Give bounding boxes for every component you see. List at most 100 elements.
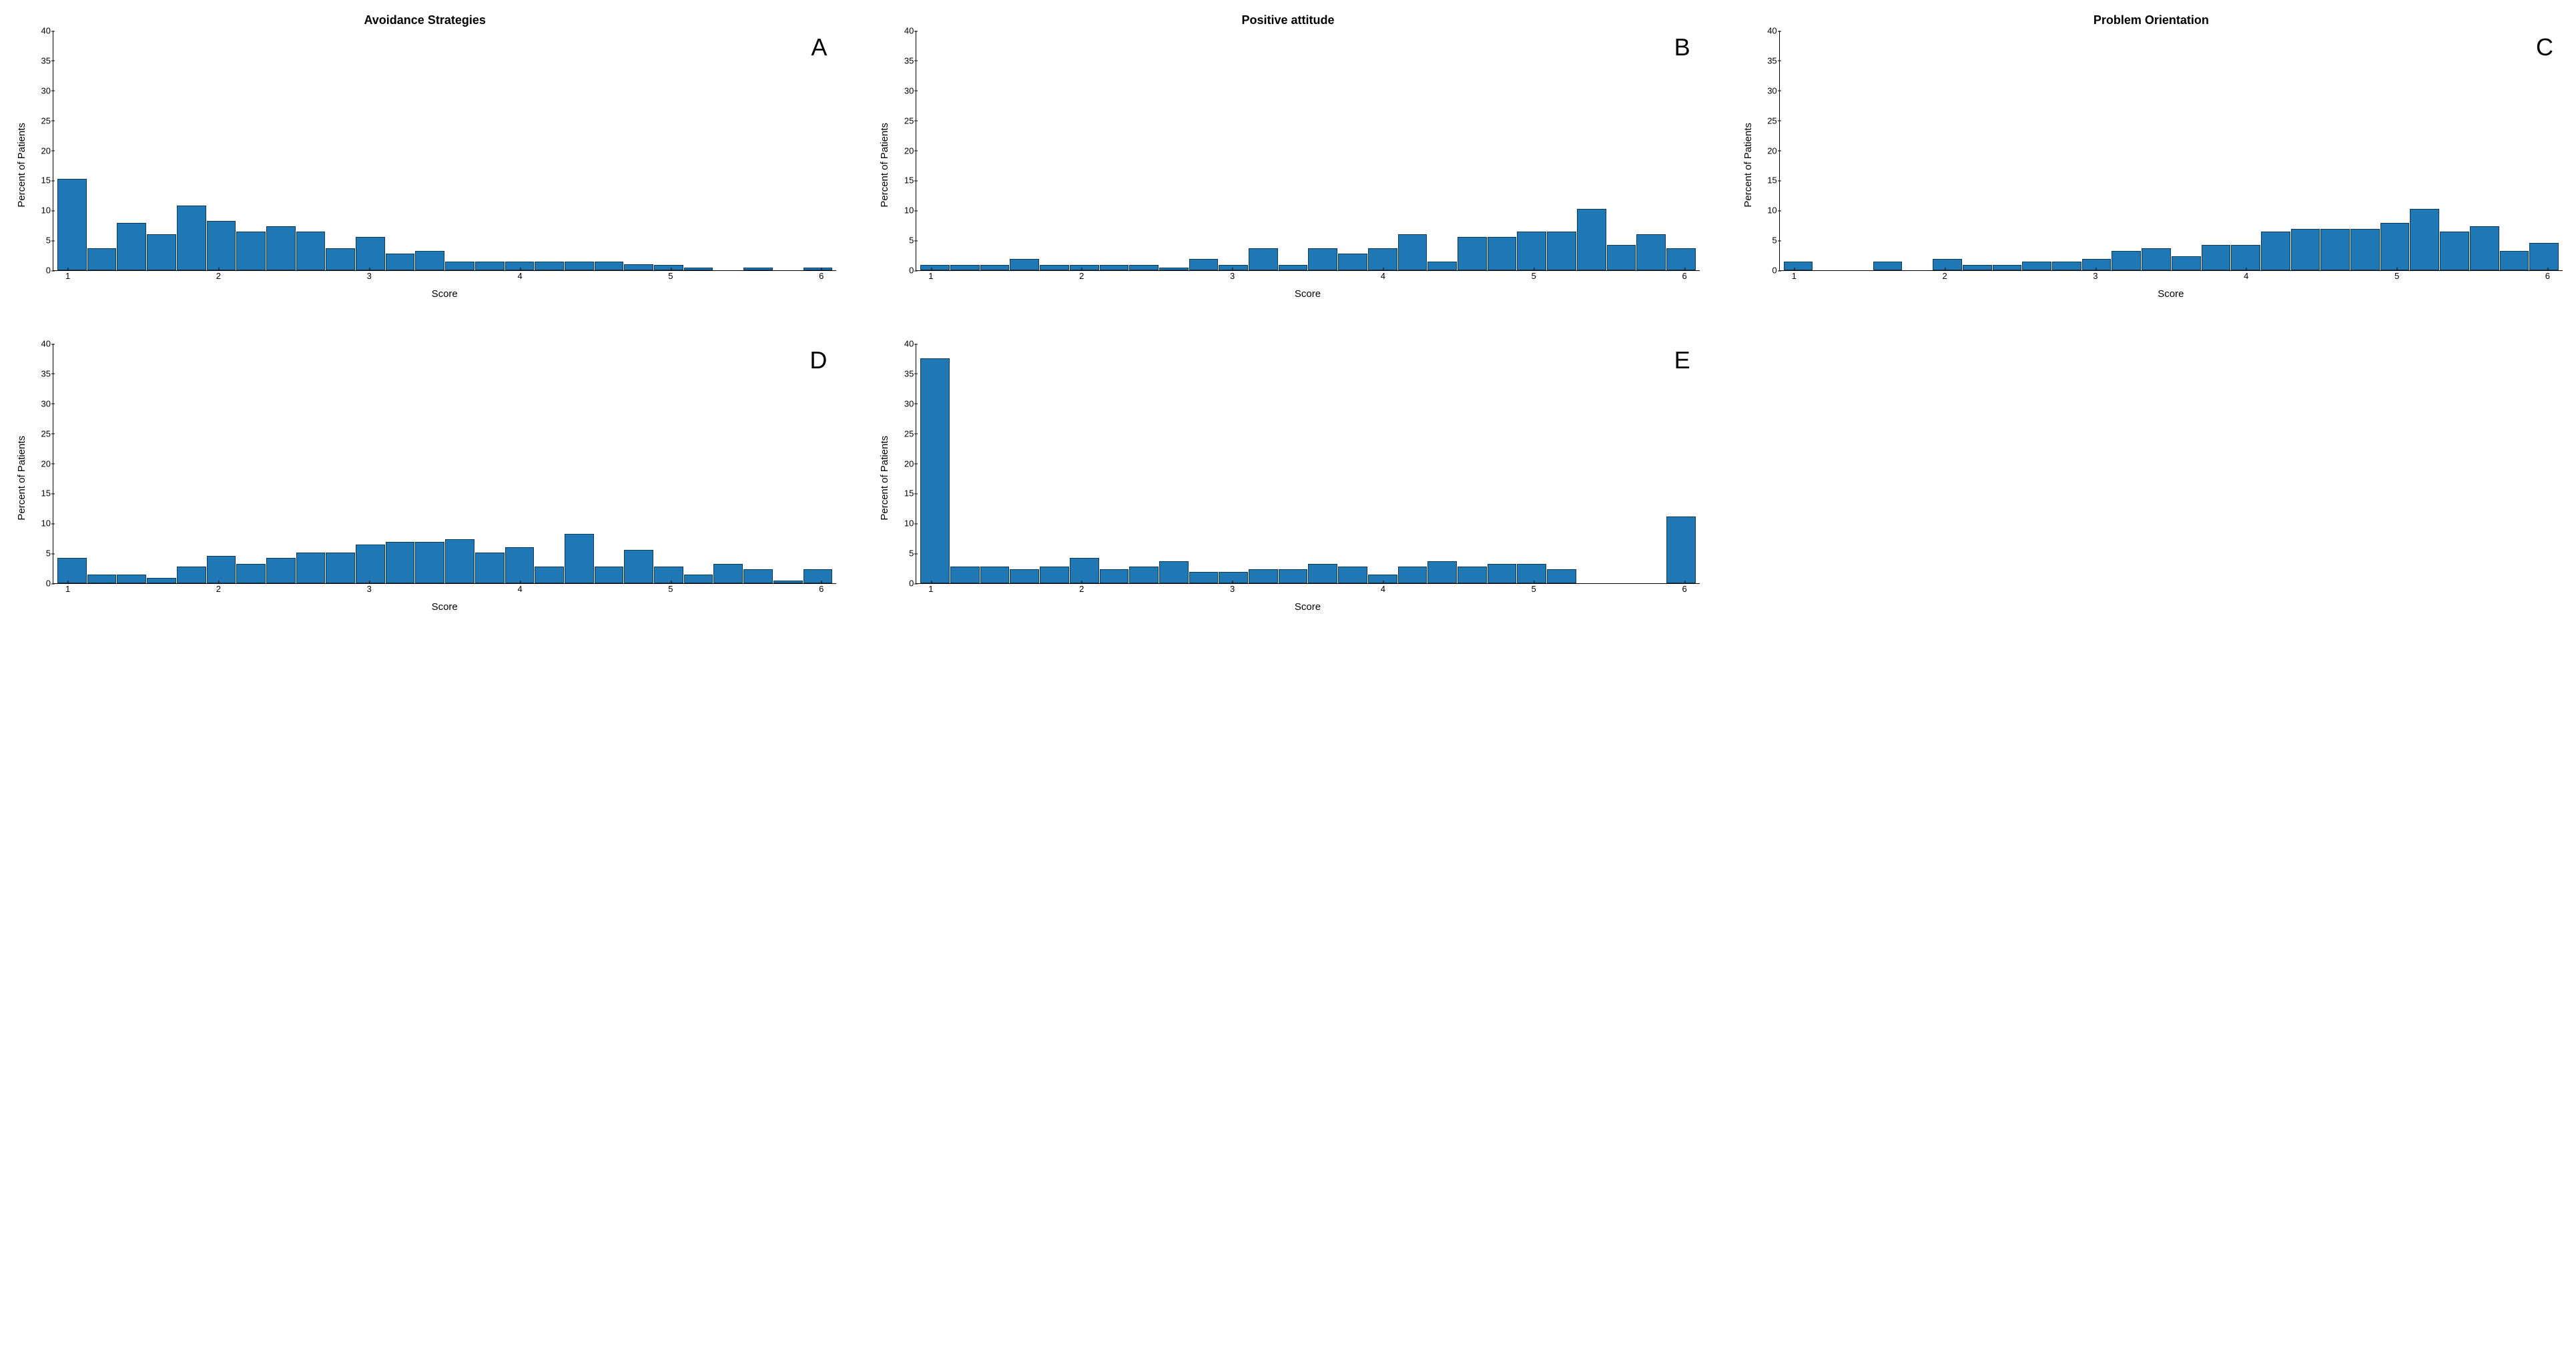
bars-container	[916, 31, 1699, 270]
bar	[684, 575, 713, 583]
bar	[743, 569, 773, 583]
x-axis-label: Score	[916, 601, 1699, 613]
bar	[1398, 567, 1427, 583]
y-tick: 10	[891, 206, 914, 216]
bar	[1219, 572, 1248, 583]
bar	[803, 569, 833, 583]
y-tick: 15	[891, 176, 914, 186]
bar	[2529, 243, 2559, 270]
x-tick: 2	[216, 584, 221, 594]
chart-wrap: Percent of Patients0510152025303540C1234…	[1740, 31, 2563, 300]
bar	[445, 262, 474, 270]
y-tick: 25	[891, 428, 914, 438]
bar	[1040, 265, 1069, 270]
bar	[595, 567, 624, 583]
bar	[565, 534, 594, 583]
y-tick: 25	[28, 115, 51, 125]
y-tick: 30	[891, 398, 914, 408]
panel-title	[876, 326, 1699, 341]
x-ticks: 123456	[53, 584, 836, 600]
bar	[950, 567, 980, 583]
x-tick: 5	[668, 584, 673, 594]
bar	[684, 268, 713, 270]
bar	[803, 268, 833, 270]
bar	[2500, 251, 2529, 270]
bar	[1338, 254, 1367, 270]
bar	[1517, 232, 1546, 270]
bar	[654, 567, 683, 583]
bar	[2112, 251, 2141, 270]
y-tick: 0	[1754, 266, 1777, 276]
bar	[2350, 229, 2380, 270]
y-tick: 5	[28, 549, 51, 559]
x-tick: 1	[65, 584, 70, 594]
x-tick: 3	[367, 584, 372, 594]
y-tick: 25	[891, 115, 914, 125]
bar	[1488, 237, 1517, 270]
y-tick: 0	[891, 579, 914, 589]
bar	[386, 254, 415, 270]
panel-letter: D	[810, 346, 827, 374]
x-tick: 6	[2545, 271, 2550, 281]
bar	[1100, 265, 1129, 270]
bar	[595, 262, 624, 270]
bar	[1963, 265, 1992, 270]
y-tick: 35	[28, 368, 51, 378]
y-tick: 35	[891, 368, 914, 378]
y-tick: 40	[28, 26, 51, 36]
bar	[2082, 259, 2112, 270]
bar	[1129, 265, 1159, 270]
bar	[2231, 245, 2260, 270]
y-tick: 20	[891, 458, 914, 468]
bar	[1070, 558, 1099, 583]
bar	[356, 545, 385, 583]
bar	[624, 264, 653, 270]
bar	[2052, 262, 2081, 270]
bar	[980, 265, 1010, 270]
x-tick: 1	[1792, 271, 1797, 281]
bar	[1873, 262, 1903, 270]
y-tick: 35	[891, 55, 914, 65]
y-tick: 10	[28, 519, 51, 529]
bar	[535, 567, 564, 583]
x-tick: 2	[1942, 271, 1947, 281]
y-tick: 30	[891, 85, 914, 95]
bar	[1010, 259, 1039, 270]
panel-title	[13, 326, 836, 341]
y-tick: 0	[28, 579, 51, 589]
x-axis-label: Score	[53, 601, 836, 613]
bar	[475, 553, 505, 583]
x-axis-label: Score	[916, 288, 1699, 300]
bar	[1666, 248, 1696, 270]
bar	[266, 558, 296, 583]
bar	[980, 567, 1010, 583]
bar	[2172, 256, 2201, 270]
y-tick: 0	[891, 266, 914, 276]
bar	[177, 567, 206, 583]
x-tick: 6	[1682, 584, 1686, 594]
bar	[2410, 209, 2439, 270]
x-tick: 4	[1381, 584, 1385, 594]
plot-area: 0510152025303540A	[53, 31, 836, 271]
bar	[2380, 223, 2410, 270]
panel-C: Problem OrientationPercent of Patients05…	[1740, 13, 2563, 300]
bar	[1159, 561, 1189, 583]
plot-area: 0510152025303540C	[1779, 31, 2563, 271]
y-tick: 25	[1754, 115, 1777, 125]
bar	[654, 265, 683, 270]
bar	[624, 550, 653, 583]
y-axis-label: Percent of Patients	[876, 123, 890, 208]
x-tick: 6	[819, 584, 824, 594]
bar	[296, 553, 326, 583]
y-axis-label: Percent of Patients	[13, 436, 27, 521]
x-tick: 5	[2394, 271, 2399, 281]
bar	[2320, 229, 2350, 270]
bar	[1488, 564, 1517, 583]
bar	[1427, 262, 1457, 270]
y-tick: 5	[891, 549, 914, 559]
bar	[1547, 569, 1576, 583]
y-tick: 30	[28, 85, 51, 95]
bar	[1338, 567, 1367, 583]
bar	[87, 575, 117, 583]
bar	[950, 265, 980, 270]
